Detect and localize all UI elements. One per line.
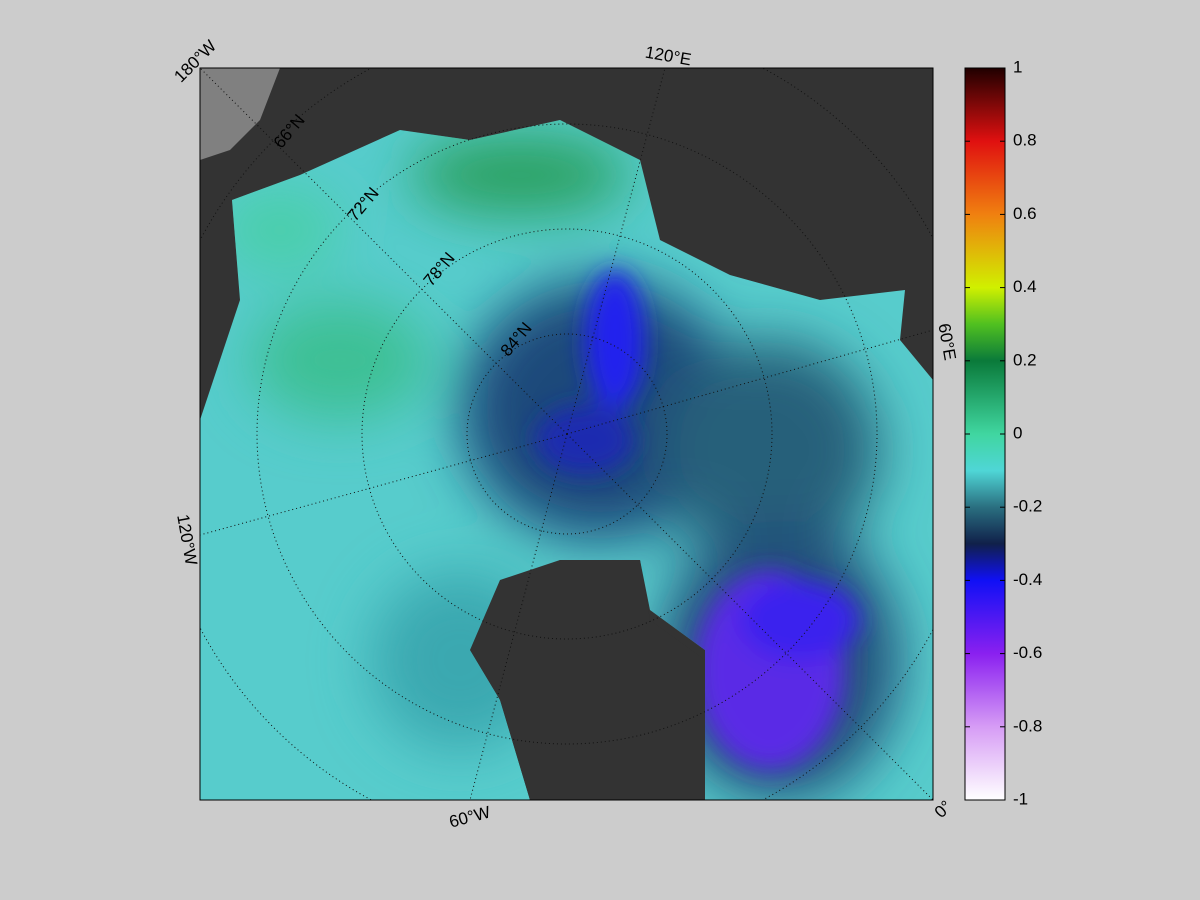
graticule xyxy=(200,68,933,800)
colorbar xyxy=(964,67,1006,801)
colorbar-tick-label: 1 xyxy=(1013,57,1022,76)
colorbar-tick-label: -0.8 xyxy=(1013,716,1042,735)
colorbar-tick-label: 0 xyxy=(1013,423,1022,442)
colorbar-tick-label: -0.6 xyxy=(1013,643,1042,662)
lon-label: 120°E xyxy=(644,43,693,70)
colorbar-tick-label: -0.4 xyxy=(1013,570,1042,589)
off-grid xyxy=(200,68,280,160)
lon-label: 120°W xyxy=(173,513,201,567)
lon-label: 0° xyxy=(931,797,956,822)
greenland xyxy=(470,560,705,800)
map xyxy=(200,68,933,800)
colorbar-tick-label: -0.2 xyxy=(1013,497,1042,516)
colorbar-tick-label: -1 xyxy=(1013,789,1028,808)
colorbar-tick-label: 0.4 xyxy=(1013,277,1037,296)
lon-label: 60°E xyxy=(934,322,959,362)
map-frame xyxy=(199,67,934,801)
colorbar-tick-label: 0.8 xyxy=(1013,131,1037,150)
colorbar-tick-label: 0.2 xyxy=(1013,350,1037,369)
colorbar-tick-label: 0.6 xyxy=(1013,204,1037,223)
lon-label: 60°W xyxy=(447,802,492,831)
